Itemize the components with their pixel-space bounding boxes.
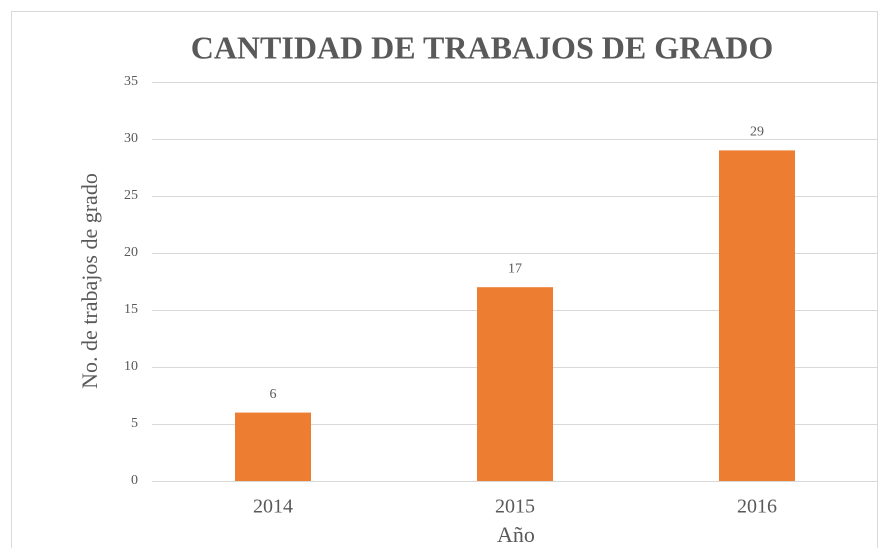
y-tick-label: 15	[124, 302, 138, 317]
y-tick-label: 5	[131, 416, 138, 431]
y-tick-label: 30	[124, 131, 138, 146]
x-tick-label: 2015	[495, 496, 535, 518]
data-label: 17	[508, 261, 522, 276]
y-tick-label: 20	[124, 245, 138, 260]
y-tick-label: 0	[131, 473, 138, 488]
y-axis-label: No. de trabajos de grado	[77, 173, 102, 389]
bar	[477, 287, 553, 481]
y-tick-label: 10	[124, 359, 138, 374]
x-tick-label: 2014	[253, 496, 293, 518]
x-tick-label: 2016	[737, 496, 777, 518]
data-label: 29	[750, 125, 764, 140]
chart-title: CANTIDAD DE TRABAJOS DE GRADO	[191, 29, 774, 65]
bar	[719, 150, 795, 481]
y-tick-label: 25	[124, 188, 138, 203]
y-tick-label: 35	[124, 74, 138, 89]
x-axis-label: Año	[497, 522, 535, 547]
bar	[235, 412, 311, 481]
data-label: 6	[270, 387, 277, 402]
